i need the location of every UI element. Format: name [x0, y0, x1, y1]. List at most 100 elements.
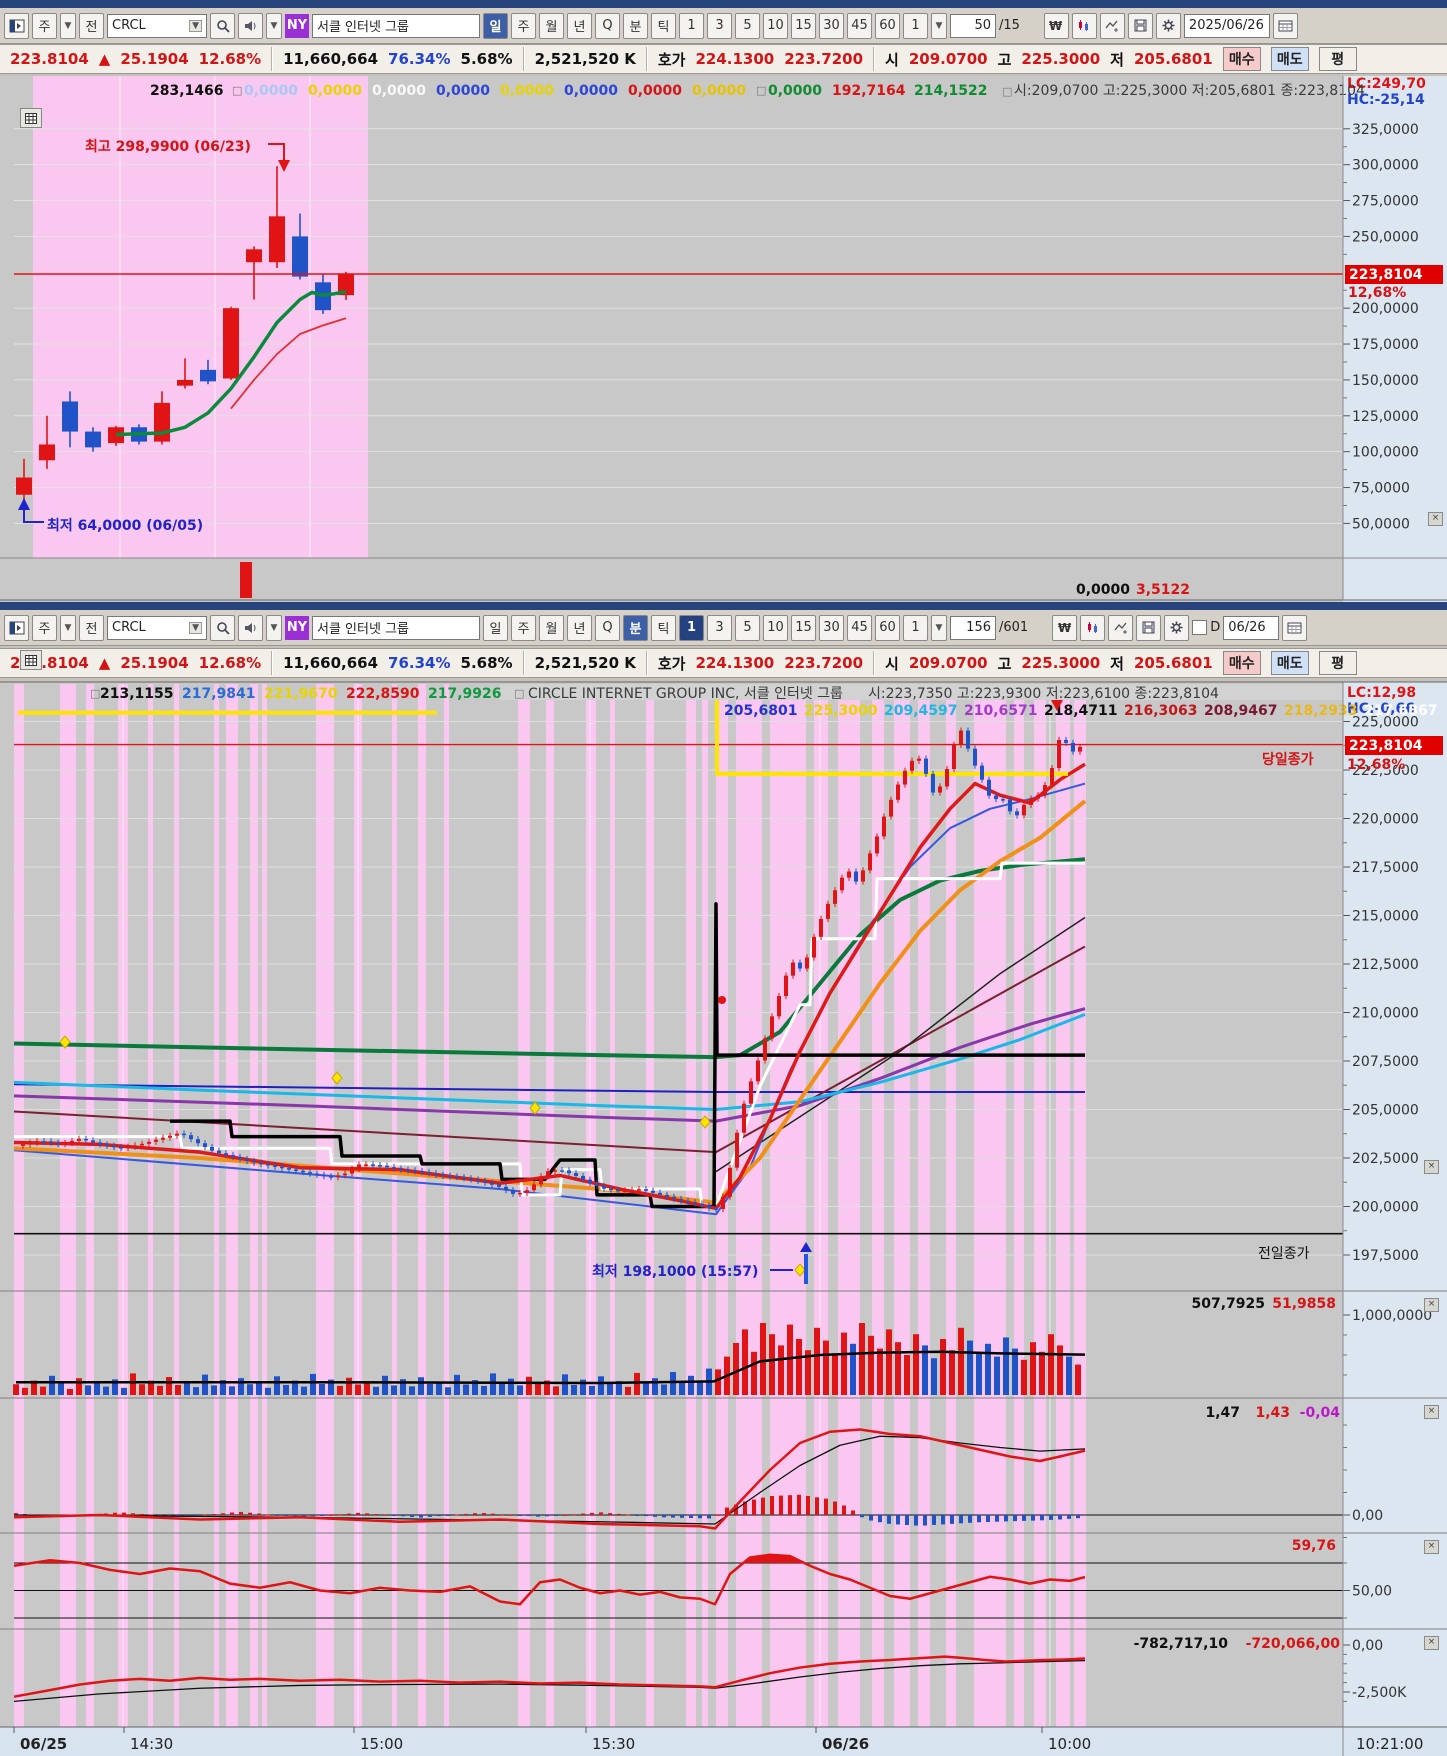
- trendline-button[interactable]: [1099, 12, 1125, 39]
- buy-button[interactable]: 매수: [1222, 47, 1261, 71]
- symbol-input[interactable]: CRCL ▼: [107, 615, 207, 640]
- settings-button[interactable]: [1155, 12, 1181, 39]
- symbol-value: CRCL: [112, 18, 146, 33]
- minute-button-3[interactable]: 10: [763, 12, 788, 39]
- close-pane-icon[interactable]: ×: [1428, 512, 1443, 526]
- period-button-틱[interactable]: 틱: [651, 614, 676, 641]
- sell-button[interactable]: 매도: [1270, 47, 1309, 71]
- period-button-분[interactable]: 분: [623, 12, 648, 39]
- speaker-icon: [244, 622, 258, 634]
- sound-dropdown-icon[interactable]: ▼: [266, 12, 282, 39]
- calendar-button[interactable]: [1282, 614, 1308, 641]
- period-button-년[interactable]: 년: [567, 12, 592, 39]
- close-pane-icon[interactable]: ×: [1424, 1160, 1439, 1174]
- period-button-년[interactable]: 년: [567, 614, 592, 641]
- high-label: 고: [997, 50, 1012, 69]
- symbol-input[interactable]: CRCL ▼: [107, 13, 207, 38]
- period-button-Q[interactable]: Q: [595, 12, 620, 39]
- grid-view-icon[interactable]: [20, 108, 42, 128]
- search-button[interactable]: [210, 12, 235, 39]
- bottom-chart-toolbar: 주 ▼ 전 CRCL ▼ ▼ NY 서클 인터넷 그룹 일 주 월 년 Q 분 틱 1 3 5 10 15 30 45 60…: [0, 610, 1447, 646]
- trendline-icon: [1105, 19, 1119, 32]
- close-pane-icon[interactable]: ×: [1424, 1405, 1439, 1419]
- symbol-dropdown-icon[interactable]: ▼: [189, 621, 202, 634]
- close-pane-icon[interactable]: ×: [1424, 1540, 1439, 1554]
- period-button-일[interactable]: 일: [483, 614, 508, 641]
- compare-button[interactable]: [1071, 12, 1097, 39]
- date-field[interactable]: 06/26: [1223, 615, 1280, 640]
- period-button-주[interactable]: 주: [511, 12, 536, 39]
- bar-count-input[interactable]: 156: [950, 615, 996, 640]
- period-button-Q[interactable]: Q: [595, 614, 620, 641]
- close-pane-icon[interactable]: ×: [1424, 1636, 1439, 1650]
- won-toggle-button[interactable]: ₩: [1052, 614, 1078, 641]
- svg-text:0,0000: 0,0000: [308, 83, 362, 99]
- grid-view-icon-2[interactable]: [20, 650, 42, 670]
- settings-button[interactable]: [1164, 614, 1190, 641]
- sound-button[interactable]: [238, 12, 263, 39]
- svg-text:14:30: 14:30: [130, 1735, 173, 1753]
- svg-text:220,0000: 220,0000: [1352, 812, 1419, 828]
- minute-button-5[interactable]: 30: [819, 12, 844, 39]
- compare-button[interactable]: [1080, 614, 1106, 641]
- panel-toggle-button[interactable]: [4, 614, 29, 641]
- minute-button-6[interactable]: 45: [847, 614, 872, 641]
- mode-dropdown-icon[interactable]: ▼: [60, 614, 76, 641]
- mode-week-button[interactable]: 주: [32, 614, 57, 641]
- sell-button[interactable]: 매도: [1270, 651, 1309, 675]
- svg-text:시:209,0700 고:225,3000 저:205,68: 시:209,0700 고:225,3000 저:205,6801 종:223,8…: [1014, 83, 1365, 99]
- svg-text:221,9670: 221,9670: [264, 686, 338, 702]
- avg-button[interactable]: 평: [1318, 47, 1357, 71]
- mode-week-button[interactable]: 주: [32, 12, 57, 39]
- sound-button[interactable]: [238, 614, 263, 641]
- minute-button-0[interactable]: 1: [679, 12, 704, 39]
- won-toggle-button[interactable]: ₩: [1043, 12, 1069, 39]
- symbol-dropdown-icon[interactable]: ▼: [189, 19, 202, 32]
- pre-button[interactable]: 전: [79, 12, 104, 39]
- minute-button-5[interactable]: 30: [819, 614, 844, 641]
- mode-dropdown-icon[interactable]: ▼: [60, 12, 76, 39]
- buy-button[interactable]: 매수: [1222, 651, 1261, 675]
- minute-button-6[interactable]: 45: [847, 12, 872, 39]
- minute-dropdown-icon[interactable]: ▼: [931, 614, 947, 641]
- minute-button-2[interactable]: 5: [735, 614, 760, 641]
- period-button-일[interactable]: 일: [483, 12, 508, 39]
- minute-button-7[interactable]: 60: [875, 614, 900, 641]
- svg-text:209,4597: 209,4597: [884, 703, 958, 719]
- minute-button-0[interactable]: 1: [679, 614, 704, 641]
- period-button-월[interactable]: 월: [539, 614, 564, 641]
- search-button[interactable]: [210, 614, 235, 641]
- save-button[interactable]: [1127, 12, 1153, 39]
- trendline-button[interactable]: [1108, 614, 1134, 641]
- minute-button-4[interactable]: 15: [791, 614, 816, 641]
- svg-text:CIRCLE INTERNET GROUP INC, 서클: CIRCLE INTERNET GROUP INC, 서클 인터넷 그룹: [528, 686, 843, 702]
- daily-checkbox[interactable]: [1192, 620, 1208, 635]
- minute-dropdown-icon[interactable]: ▼: [931, 12, 947, 39]
- minute-button-7[interactable]: 60: [875, 12, 900, 39]
- minute-button-8[interactable]: 1: [903, 614, 928, 641]
- sound-dropdown-icon[interactable]: ▼: [266, 614, 282, 641]
- minute-button-1[interactable]: 3: [707, 614, 732, 641]
- date-field[interactable]: 2025/06/26: [1183, 13, 1270, 38]
- period-button-월[interactable]: 월: [539, 12, 564, 39]
- panel-toggle-button[interactable]: [4, 12, 29, 39]
- stock-name-field[interactable]: 서클 인터넷 그룹: [312, 13, 480, 38]
- period-button-주[interactable]: 주: [511, 614, 536, 641]
- avg-button[interactable]: 평: [1318, 651, 1357, 675]
- minute-button-2[interactable]: 5: [735, 12, 760, 39]
- calendar-button[interactable]: [1272, 12, 1298, 39]
- stock-name-field[interactable]: 서클 인터넷 그룹: [312, 615, 480, 640]
- minute-button-8[interactable]: 1: [903, 12, 928, 39]
- bar-count-input[interactable]: 50: [950, 13, 996, 38]
- minute-button-4[interactable]: 15: [791, 12, 816, 39]
- minute-button-1[interactable]: 3: [707, 12, 732, 39]
- svg-text:217,5000: 217,5000: [1352, 860, 1419, 876]
- minute-button-3[interactable]: 10: [763, 614, 788, 641]
- period-button-분[interactable]: 분: [623, 614, 648, 641]
- svg-text:207,5000: 207,5000: [1352, 1054, 1419, 1070]
- period-button-틱[interactable]: 틱: [651, 12, 676, 39]
- pre-button[interactable]: 전: [79, 614, 104, 641]
- save-button[interactable]: [1136, 614, 1162, 641]
- close-pane-icon[interactable]: ×: [1424, 1298, 1439, 1312]
- svg-text:0,0000: 0,0000: [1076, 582, 1130, 598]
